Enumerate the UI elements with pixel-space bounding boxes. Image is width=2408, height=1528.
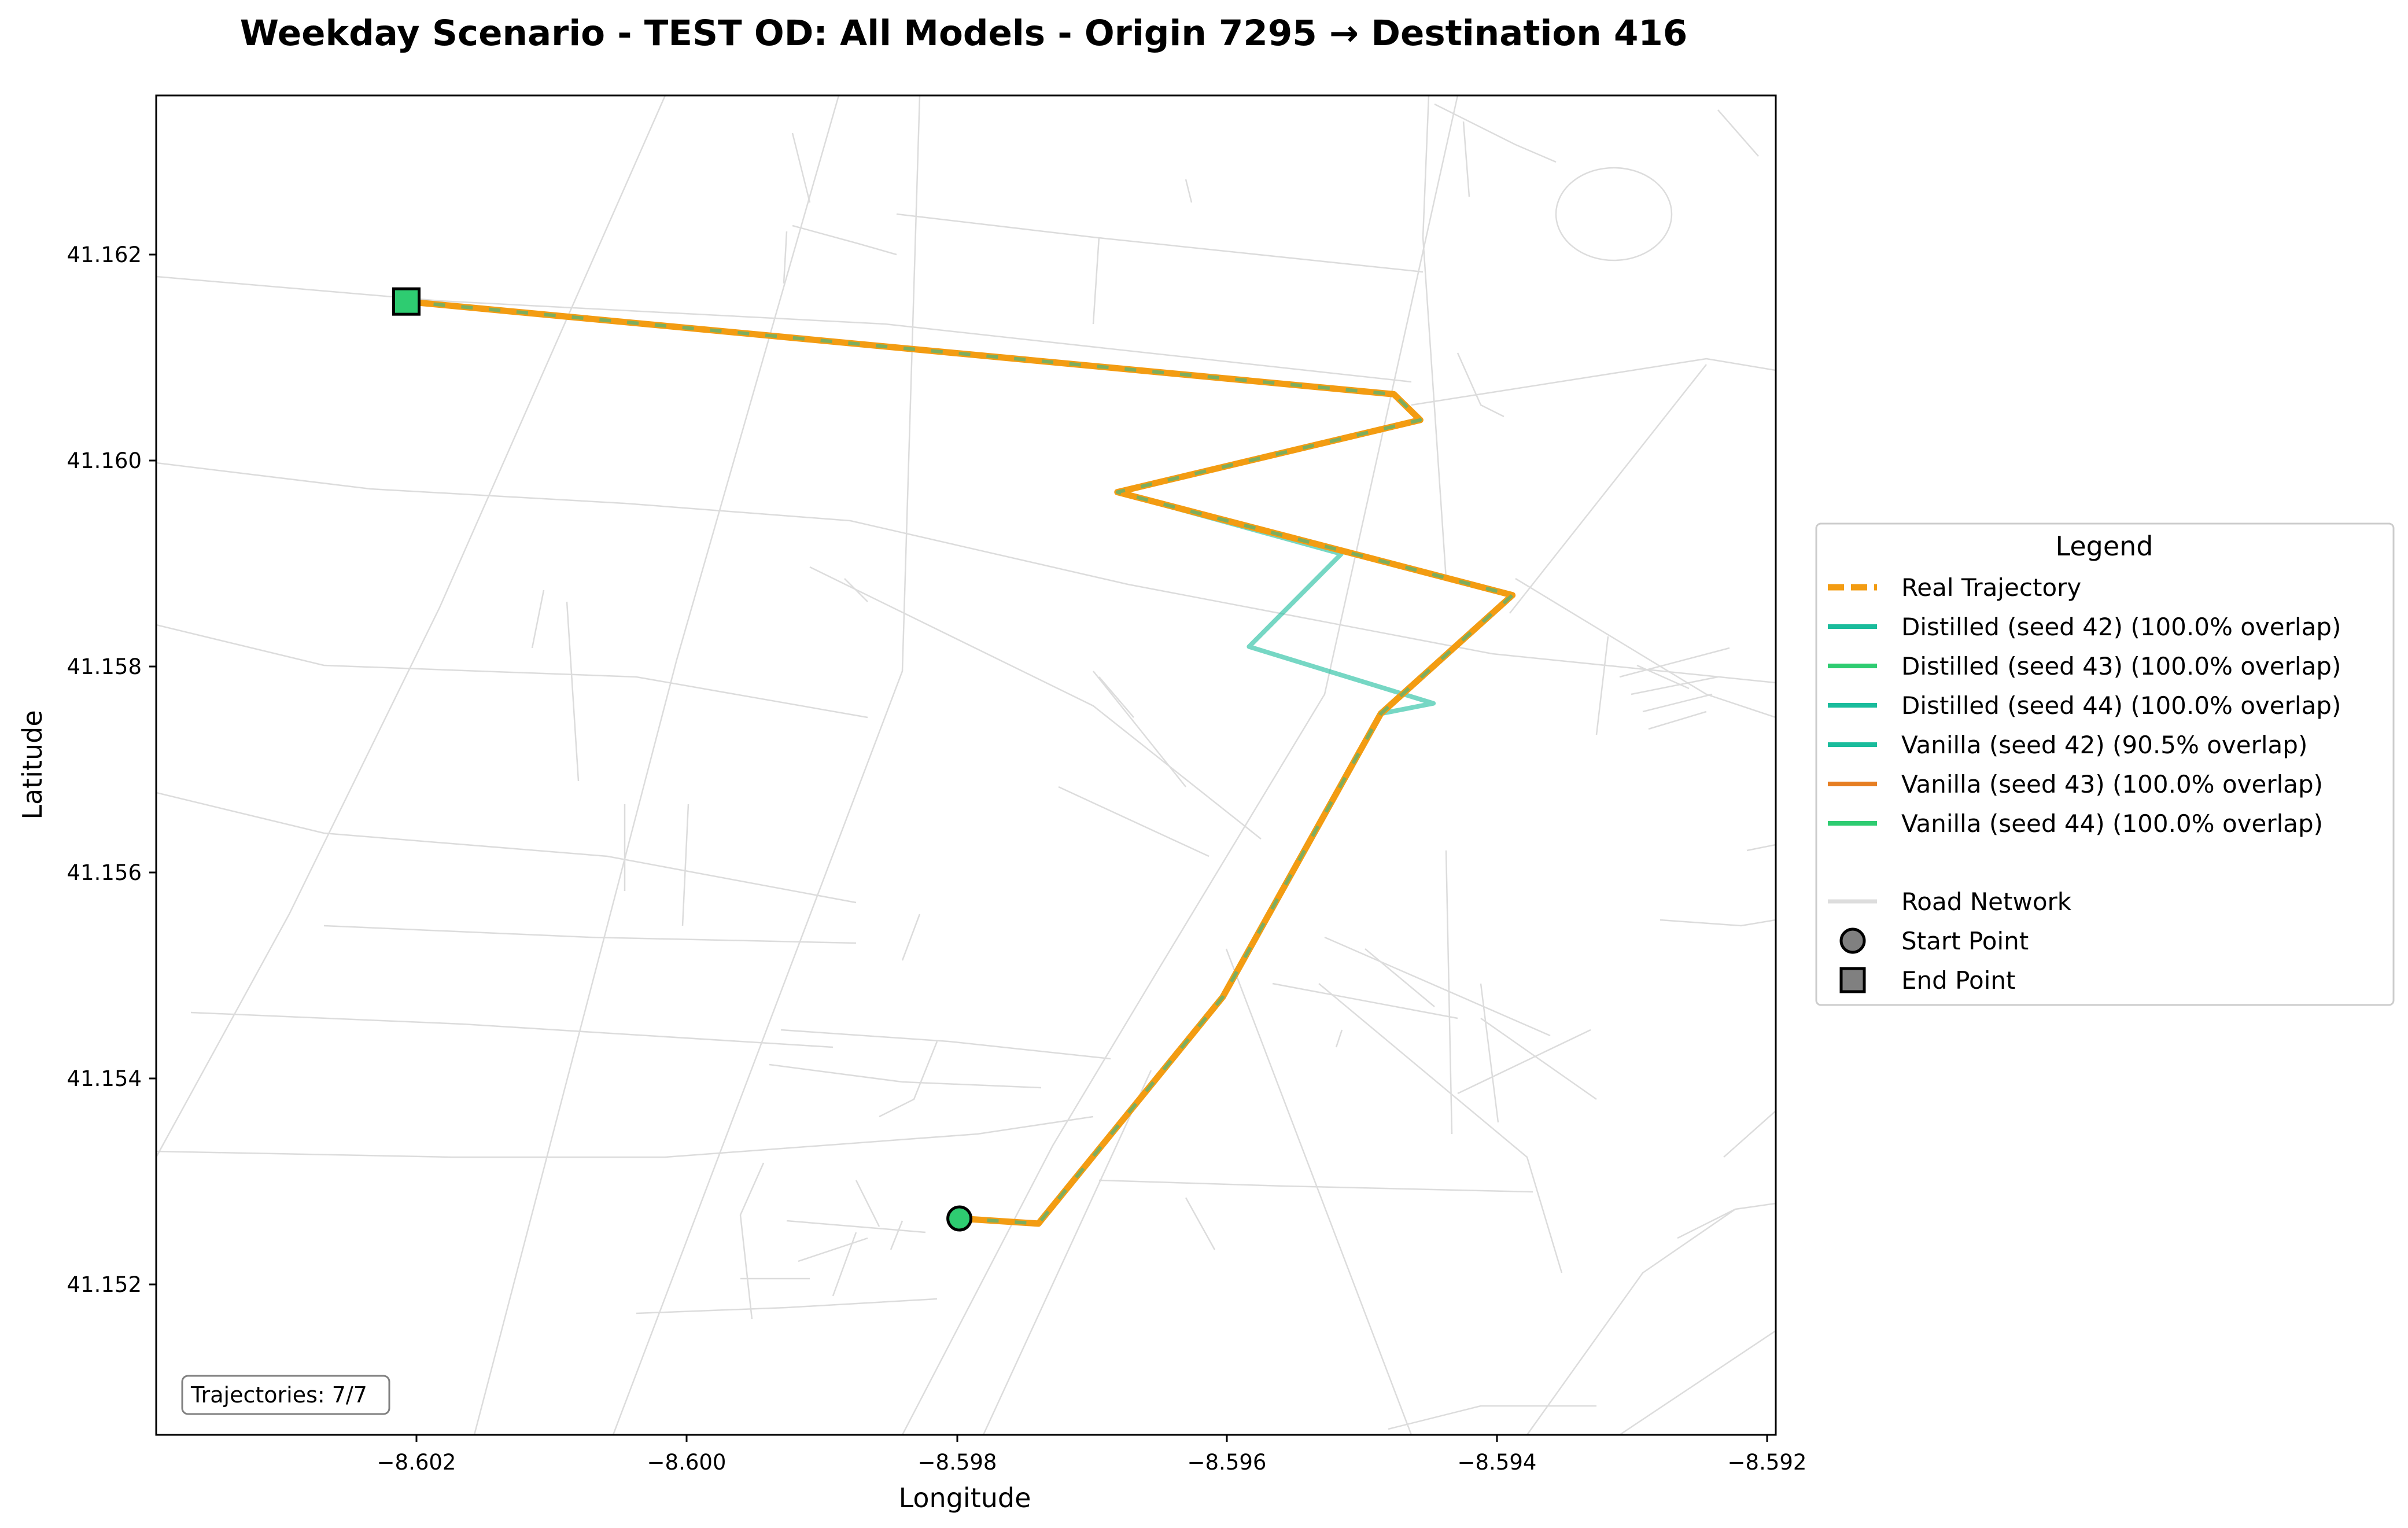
y-tick-label: 41.158 [67,654,142,679]
legend-label: End Point [1901,966,2015,995]
x-tick-label: −8.592 [1728,1450,1807,1475]
y-tick-label: 41.154 [67,1066,142,1091]
legend-label: Road Network [1901,888,2072,916]
y-axis: 41.152 41.154 41.156 41.158 41.160 41.16… [17,242,156,1297]
legend-swatch-start-point [1841,929,1864,952]
legend-label: Start Point [1901,927,2029,955]
legend-label: Vanilla (seed 44) (100.0% overlap) [1901,809,2323,838]
y-tick-label: 41.160 [67,448,142,473]
end-point-marker [394,289,419,314]
legend-label: Distilled (seed 42) (100.0% overlap) [1901,613,2341,641]
legend-label: Vanilla (seed 43) (100.0% overlap) [1901,770,2323,798]
x-tick-label: −8.598 [918,1450,997,1475]
x-axis: −8.602 −8.600 −8.598 −8.596 −8.594 −8.59… [377,1435,1807,1514]
start-point-marker [948,1207,971,1230]
legend-label: Real Trajectory [1901,573,2081,602]
legend-label: Distilled (seed 44) (100.0% overlap) [1901,691,2341,720]
legend-title: Legend [2056,531,2153,562]
y-tick-label: 41.156 [67,860,142,885]
x-axis-title: Longitude [899,1482,1031,1514]
trajectory-count-text: Trajectories: 7/7 [190,1382,367,1408]
x-tick-label: −8.594 [1458,1450,1537,1475]
legend-label: Distilled (seed 43) (100.0% overlap) [1901,652,2341,680]
trajectory-counter: Trajectories: 7/7 [182,1376,389,1414]
legend-label: Vanilla (seed 42) (90.5% overlap) [1901,731,2307,759]
x-tick-label: −8.600 [647,1450,727,1475]
y-axis-title: Latitude [17,710,48,819]
y-tick-label: 41.162 [67,242,142,267]
y-tick-label: 41.152 [67,1272,142,1297]
figure-title: Weekday Scenario - TEST OD: All Models -… [240,13,1688,54]
x-tick-label: −8.596 [1188,1450,1267,1475]
legend: Legend Real Trajectory Distilled (seed 4… [1816,524,2394,1005]
legend-swatch-end-point [1841,969,1864,992]
x-tick-label: −8.602 [377,1450,456,1475]
